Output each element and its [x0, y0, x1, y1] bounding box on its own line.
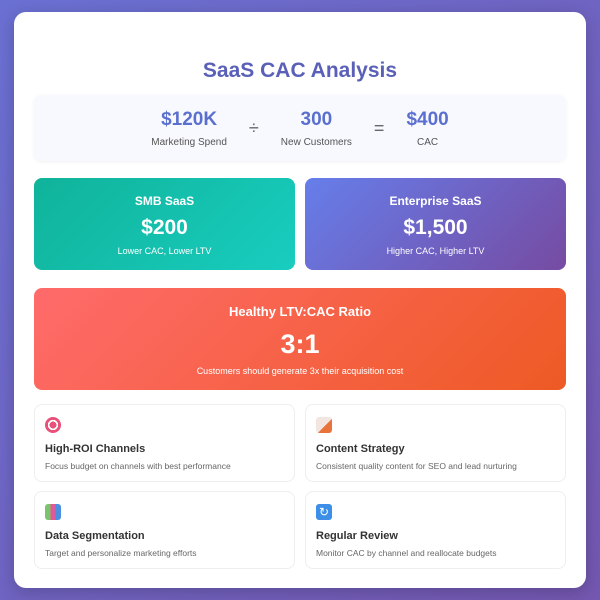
equals-operator: =: [373, 117, 385, 138]
tip-desc: Consistent quality content for SEO and l…: [316, 461, 517, 471]
new-customers: 300 New Customers: [281, 109, 352, 148]
target-icon: [45, 417, 61, 433]
cac-label: CAC: [417, 136, 439, 148]
marketing-spend: $120K Marketing Spend: [151, 109, 227, 148]
tip-title: Data Segmentation: [45, 530, 145, 542]
segment-note: Higher CAC, Higher LTV: [386, 246, 485, 256]
memo-icon: [316, 417, 332, 433]
tip-card: Content Strategy Consistent quality cont…: [305, 404, 566, 482]
customers-value: 300: [300, 108, 333, 130]
segment-value: $1,500: [403, 216, 468, 239]
page-title: SaaS CAC Analysis: [202, 59, 398, 82]
smb-saas-card: SMB SaaS $200 Lower CAC, Lower LTV: [34, 178, 295, 270]
tip-card: High-ROI Channels Focus budget on channe…: [34, 404, 295, 482]
tip-desc: Focus budget on channels with best perfo…: [45, 461, 231, 471]
cac-value: $400: [406, 108, 449, 130]
spend-label: Marketing Spend: [151, 136, 227, 148]
divide-operator: ÷: [248, 117, 259, 138]
ratio-title: Healthy LTV:CAC Ratio: [228, 304, 372, 319]
ratio-note: Customers should generate 3x their acqui…: [196, 366, 404, 376]
refresh-icon: ↻: [316, 504, 332, 520]
tip-card: Data Segmentation Target and personalize…: [34, 491, 295, 569]
segment-note: Lower CAC, Lower LTV: [117, 246, 212, 256]
spend-value: $120K: [161, 108, 218, 130]
tip-title: Content Strategy: [316, 443, 405, 455]
tip-desc: Monitor CAC by channel and reallocate bu…: [316, 548, 497, 558]
cac-result: $400 CAC: [406, 109, 448, 148]
bar-chart-icon: [45, 504, 61, 520]
tip-title: Regular Review: [316, 530, 398, 542]
segment-title: Enterprise SaaS: [389, 194, 482, 208]
enterprise-saas-card: Enterprise SaaS $1,500 Higher CAC, Highe…: [305, 178, 566, 270]
segment-value: $200: [141, 216, 188, 239]
ratio-value: 3:1: [280, 329, 320, 359]
cac-formula: $120K Marketing Spend ÷ 300 New Customers …: [34, 95, 566, 161]
tip-title: High-ROI Channels: [45, 443, 146, 455]
tip-card: ↻ Regular Review Monitor CAC by channel …: [305, 491, 566, 569]
main-card: SaaS CAC Analysis $120K Marketing Spend ÷…: [14, 12, 586, 588]
ltv-cac-ratio-card: Healthy LTV:CAC Ratio 3:1 Customers shou…: [34, 288, 566, 390]
segment-title: SMB SaaS: [134, 194, 195, 208]
tip-desc: Target and personalize marketing efforts: [45, 548, 197, 558]
customers-label: New Customers: [280, 136, 352, 148]
